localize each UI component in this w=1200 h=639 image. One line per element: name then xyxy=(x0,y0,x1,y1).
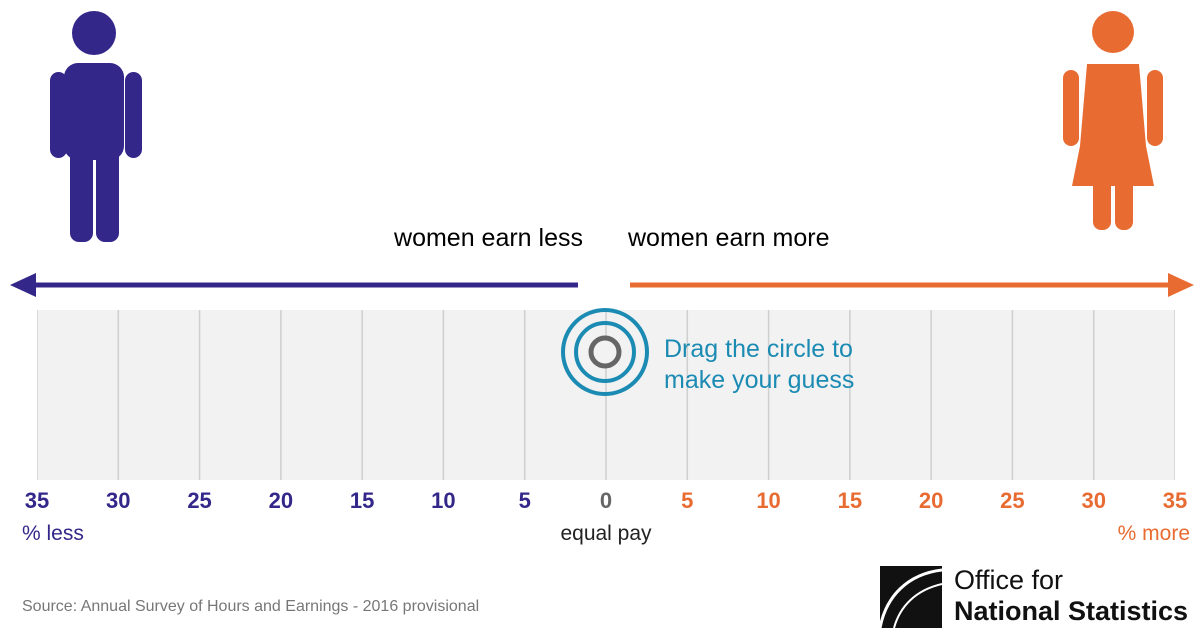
arrow-right-icon xyxy=(630,273,1194,297)
tick-label-13: 30 xyxy=(1081,488,1106,513)
arrow-left-icon xyxy=(10,273,578,297)
women-earn-less-label: women earn less xyxy=(394,224,583,252)
drag-hint-line1: Drag the circle to xyxy=(664,335,853,363)
tick-label-14: 35 xyxy=(1162,488,1188,513)
percent-less-label: % less xyxy=(22,522,84,545)
tick-label-2: 25 xyxy=(187,488,212,513)
logo-line1: Office for xyxy=(954,565,1064,595)
tick-label-9: 10 xyxy=(756,488,781,513)
tick-label-3: 20 xyxy=(268,488,294,513)
drag-hint-line2: make your guess xyxy=(664,366,855,394)
tick-label-8: 5 xyxy=(681,488,694,513)
man-icon xyxy=(50,11,142,242)
woman-icon xyxy=(1063,11,1163,230)
source-note: Source: Annual Survey of Hours and Earni… xyxy=(22,598,480,615)
tick-label-7: 0 xyxy=(599,488,613,513)
ons-logo: Office for National Statistics xyxy=(880,565,1190,628)
logo-line2: National Statistics xyxy=(954,596,1189,626)
tick-label-0: 35 xyxy=(24,488,50,513)
percent-more-label: % more xyxy=(1117,522,1190,545)
ons-logo-icon xyxy=(880,566,942,628)
equal-pay-label: equal pay xyxy=(560,522,652,545)
tick-label-11: 20 xyxy=(918,488,944,513)
tick-label-6: 5 xyxy=(518,488,531,513)
drag-circle-handle[interactable] xyxy=(560,307,650,397)
tick-label-5: 10 xyxy=(431,488,456,513)
tick-label-4: 15 xyxy=(349,488,375,513)
tick-label-1: 30 xyxy=(106,488,131,513)
women-earn-more-label: women earn more xyxy=(628,224,830,252)
tick-label-12: 25 xyxy=(1000,488,1025,513)
tick-label-10: 15 xyxy=(837,488,863,513)
drag-hint-text: Drag the circle to make your guess xyxy=(664,334,854,396)
